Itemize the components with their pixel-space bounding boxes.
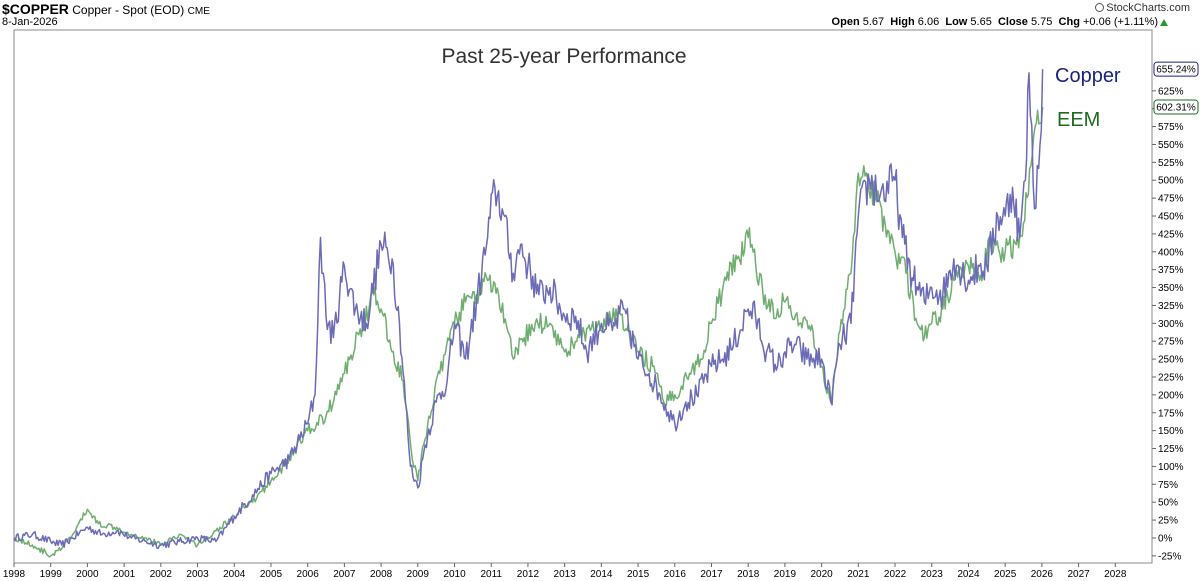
up-arrow-icon: [1160, 19, 1168, 26]
x-tick-label: 2021: [847, 569, 870, 580]
y-tick-label: 100%: [1158, 462, 1184, 473]
x-tick-label: 2024: [957, 569, 980, 580]
open-label: Open: [831, 16, 860, 28]
x-tick-label: 2015: [627, 569, 650, 580]
ohlc-bar: Open 5.67 High 6.06 Low 5.65 Close 5.75 …: [832, 16, 1158, 28]
x-tick-label: 2025: [994, 569, 1017, 580]
close-label: Close: [997, 16, 1028, 28]
low-label: Low: [945, 16, 968, 28]
y-tick-label: 550%: [1158, 140, 1184, 151]
x-tick-label: 2002: [150, 569, 173, 580]
x-tick-label: 2027: [1067, 569, 1090, 580]
y-tick-label: 200%: [1158, 390, 1184, 401]
x-tick-label: 2000: [76, 569, 99, 580]
y-tick-label: 575%: [1158, 122, 1184, 133]
y-tick-label: 225%: [1158, 372, 1184, 383]
y-tick-label: 75%: [1158, 480, 1178, 491]
y-tick-label: -25%: [1158, 551, 1181, 562]
x-tick-label: 1998: [3, 569, 26, 580]
y-tick-label: 425%: [1158, 229, 1184, 240]
x-tick-label: 2017: [700, 569, 723, 580]
y-tick-label: 375%: [1158, 265, 1184, 276]
plot-frame: [13, 29, 1153, 564]
x-tick-label: 2026: [1031, 569, 1054, 580]
x-tick-label: 2006: [297, 569, 320, 580]
y-tick-label: 475%: [1158, 194, 1184, 205]
x-tick-label: 2004: [223, 569, 246, 580]
series-line-copper: [13, 69, 1044, 550]
x-tick-label: 2014: [590, 569, 613, 580]
last-value-label: 655.24%: [1156, 65, 1196, 76]
chart-date: 8-Jan-2026: [2, 16, 58, 28]
x-tick-label: 1999: [40, 569, 63, 580]
y-tick-label: 325%: [1158, 301, 1184, 312]
x-tick-label: 2011: [480, 569, 502, 580]
y-tick-label: 500%: [1158, 176, 1184, 187]
x-tick-label: 2008: [370, 569, 393, 580]
y-tick-label: 525%: [1158, 158, 1184, 169]
last-value-box: [1153, 99, 1199, 115]
last-value-label: 602.31%: [1156, 103, 1196, 114]
x-tick-label: 2018: [737, 569, 760, 580]
y-tick-label: 400%: [1158, 247, 1184, 258]
y-tick-label: 125%: [1158, 444, 1184, 455]
x-tick-label: 2023: [921, 569, 944, 580]
high-value: 6.06: [917, 16, 940, 28]
x-tick-label: 2001: [113, 569, 136, 580]
last-value-tag-copper: 655.24%: [1153, 61, 1199, 77]
last-value-tag-eem: 602.31%: [1153, 99, 1199, 115]
symbol-description: Copper - Spot (EOD): [72, 3, 185, 17]
x-tick-label: 2007: [333, 569, 356, 580]
chart-header: $COPPER Copper - Spot (EOD) CME: [2, 1, 210, 17]
y-tick-label: 450%: [1158, 212, 1184, 223]
y-tick-label: 350%: [1158, 283, 1184, 294]
chg-label: Chg: [1058, 16, 1080, 28]
y-tick-label: 300%: [1158, 319, 1184, 330]
brand-text: StockCharts.com: [1106, 2, 1190, 14]
y-tick-label: 275%: [1158, 337, 1184, 348]
last-value-box: [1153, 61, 1199, 77]
chart-title: Past 25-year Performance: [441, 45, 686, 68]
y-tick-label: 25%: [1158, 516, 1178, 527]
x-tick-label: 2022: [884, 569, 907, 580]
x-tick-label: 2013: [554, 569, 577, 580]
x-tick-label: 2020: [810, 569, 833, 580]
chg-value: +0.06 (+1.11%): [1082, 16, 1158, 28]
close-value: 5.75: [1030, 16, 1053, 28]
y-tick-label: 625%: [1158, 86, 1184, 97]
x-tick-label: 2005: [260, 569, 283, 580]
y-tick-label: 150%: [1158, 426, 1184, 437]
x-tick-label: 2009: [407, 569, 430, 580]
x-tick-label: 2028: [1104, 569, 1127, 580]
high-label: High: [890, 16, 915, 28]
brand[interactable]: StockCharts.com: [1095, 2, 1190, 14]
x-tick-label: 2016: [664, 569, 687, 580]
y-tick-label: 0%: [1158, 533, 1173, 544]
symbol: $COPPER: [2, 1, 69, 17]
x-tick-label: 2010: [443, 569, 466, 580]
y-tick-label: 50%: [1158, 498, 1178, 509]
low-value: 5.65: [970, 16, 992, 28]
open-value: 5.67: [862, 16, 885, 28]
y-tick-label: 175%: [1158, 408, 1184, 419]
stockcharts-logo-icon: [1095, 3, 1105, 12]
x-tick-label: 2019: [774, 569, 797, 580]
legend-label-copper: Copper: [1055, 65, 1121, 87]
x-tick-label: 2003: [186, 569, 209, 580]
legend-label-eem: EEM: [1057, 109, 1100, 131]
y-tick-label: 250%: [1158, 355, 1184, 366]
exchange: CME: [187, 6, 210, 17]
x-tick-label: 2012: [517, 569, 540, 580]
